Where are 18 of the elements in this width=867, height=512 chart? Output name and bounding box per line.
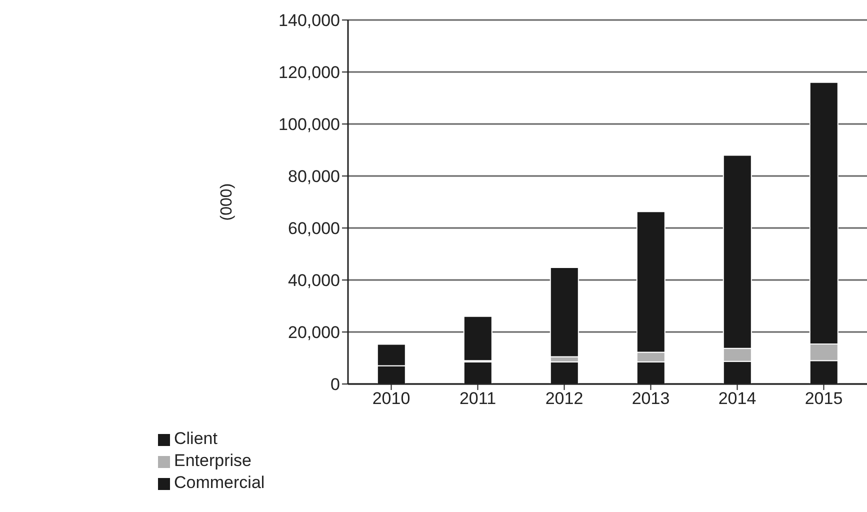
legend-label: Client (174, 429, 218, 448)
y-tick-label: 0 (330, 375, 340, 394)
y-tick-label: 100,000 (278, 115, 340, 134)
x-tick-label: 2011 (459, 389, 496, 408)
y-tick-label: 20,000 (288, 323, 340, 342)
y-tick-label: 120,000 (278, 63, 340, 82)
x-tick-label: 2014 (718, 389, 756, 408)
x-tick-label: 2012 (545, 389, 584, 408)
legend-label: Commercial (174, 473, 265, 492)
y-tick-label: 80,000 (288, 167, 340, 186)
x-tick-label: 2015 (804, 389, 843, 408)
y-tick-label: 140,000 (278, 11, 340, 30)
y-tick-label: 40,000 (288, 271, 340, 290)
y-tick-label: 60,000 (288, 219, 340, 238)
y-axis-title: (000) (218, 183, 236, 221)
x-tick-label: 2010 (372, 389, 410, 408)
x-tick-label: 2013 (632, 389, 670, 408)
legend-label: Enterprise (174, 451, 252, 470)
